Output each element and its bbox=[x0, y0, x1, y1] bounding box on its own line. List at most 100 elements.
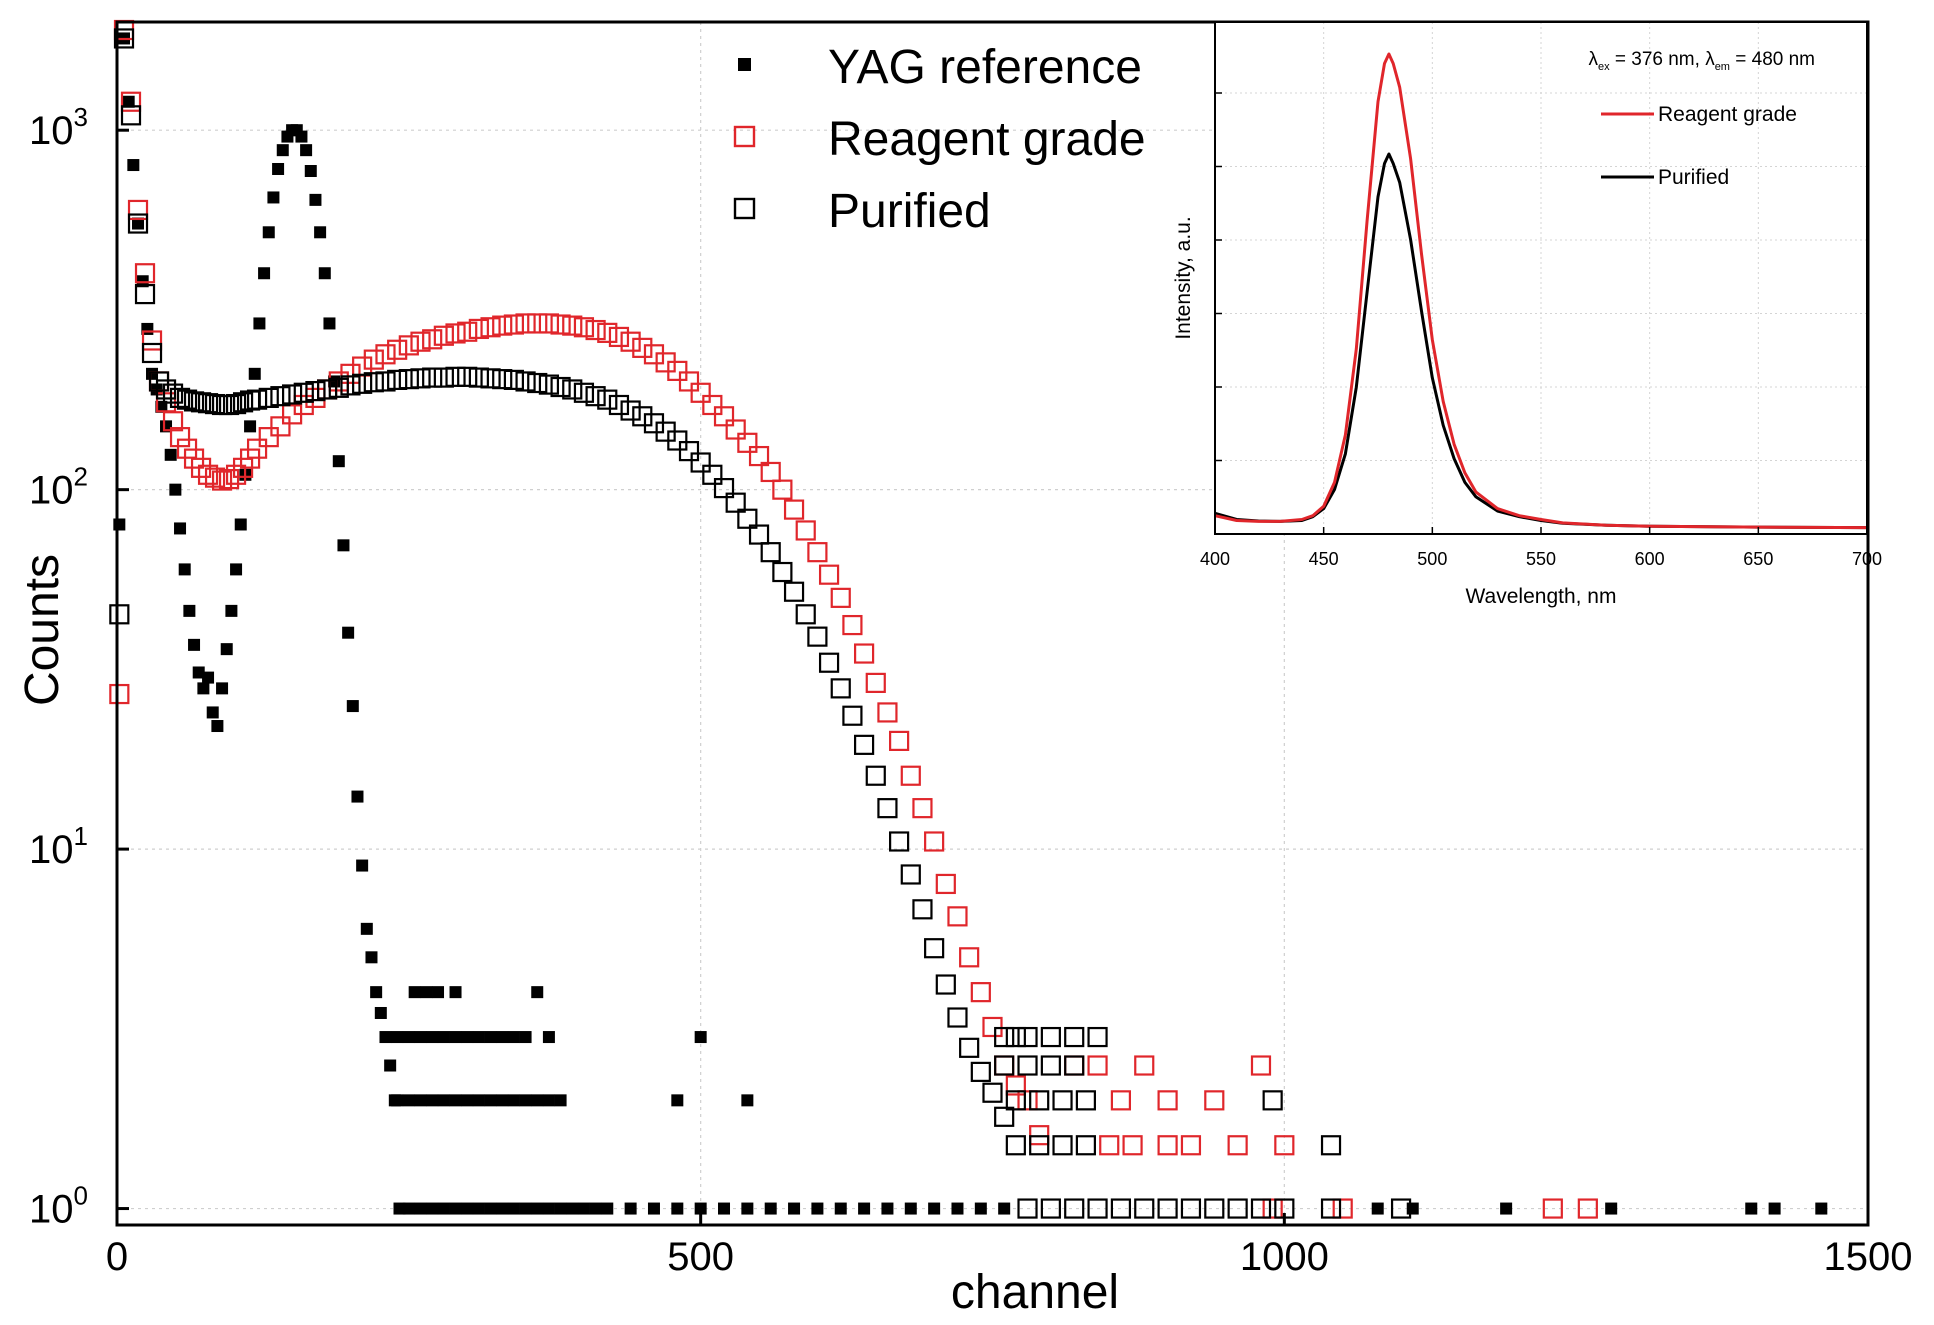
data-point bbox=[795, 604, 816, 625]
data-point bbox=[1040, 1055, 1061, 1076]
data-point bbox=[398, 369, 419, 390]
data-point bbox=[1017, 1090, 1038, 1111]
main-y-tick-label: 102 bbox=[29, 462, 88, 513]
data-point bbox=[998, 1202, 1011, 1215]
data-point bbox=[562, 379, 583, 400]
data-point bbox=[994, 1106, 1015, 1127]
data-point bbox=[538, 374, 560, 395]
data-point bbox=[492, 315, 513, 336]
data-point bbox=[889, 730, 910, 751]
data-point bbox=[974, 1202, 987, 1215]
data-point bbox=[1040, 1198, 1061, 1219]
annotation-text-ex: = 376 nm, bbox=[1610, 49, 1706, 70]
data-point bbox=[318, 267, 331, 280]
data-point bbox=[169, 427, 191, 448]
data-point bbox=[1052, 1090, 1073, 1111]
data-point bbox=[174, 522, 187, 535]
main-x-tick-label: 1000 bbox=[1240, 1235, 1329, 1279]
main-x-tick-label: 1500 bbox=[1824, 1235, 1913, 1279]
data-point bbox=[445, 366, 466, 387]
data-point bbox=[384, 1059, 397, 1072]
data-point bbox=[449, 1202, 462, 1215]
data-point bbox=[507, 1031, 520, 1044]
data-point bbox=[1332, 1198, 1353, 1219]
data-point bbox=[970, 1061, 991, 1082]
inset-y-ticks bbox=[1215, 92, 1222, 462]
data-point bbox=[519, 1031, 532, 1044]
data-point bbox=[947, 906, 968, 927]
data-point bbox=[393, 1202, 406, 1215]
data-point bbox=[1204, 1090, 1225, 1111]
data-point bbox=[830, 678, 851, 699]
data-point bbox=[527, 313, 548, 334]
data-point bbox=[449, 986, 462, 999]
data-point bbox=[982, 1082, 1003, 1103]
data-point bbox=[113, 28, 135, 49]
legend-label: Reagent grade bbox=[828, 113, 1146, 166]
data-point bbox=[713, 478, 735, 499]
data-point bbox=[597, 322, 618, 343]
data-point bbox=[601, 1202, 614, 1215]
data-point bbox=[1134, 1198, 1155, 1219]
data-point bbox=[1768, 1202, 1781, 1215]
main-plot-frame bbox=[115, 20, 1870, 1227]
data-point bbox=[218, 468, 240, 490]
data-point bbox=[1180, 1135, 1202, 1156]
data-point bbox=[162, 383, 184, 404]
data-point bbox=[402, 1094, 415, 1107]
data-point bbox=[678, 371, 700, 392]
inset-legend: Reagent grade Purified bbox=[1601, 103, 1797, 189]
data-point bbox=[1262, 1090, 1283, 1111]
annotation-lambda-ex: λ bbox=[1588, 49, 1598, 70]
data-point bbox=[414, 1094, 427, 1107]
data-point bbox=[624, 1202, 637, 1215]
data-point bbox=[134, 263, 156, 284]
data-point bbox=[554, 1202, 567, 1215]
data-point bbox=[994, 1055, 1015, 1076]
data-point bbox=[375, 371, 396, 392]
data-point bbox=[420, 986, 433, 999]
data-point bbox=[904, 1202, 917, 1215]
inset-x-axis-label: Wavelength, nm bbox=[1466, 585, 1617, 608]
data-point bbox=[542, 1031, 555, 1044]
data-point bbox=[426, 1094, 439, 1107]
data-point bbox=[472, 1094, 485, 1107]
data-point bbox=[262, 226, 275, 239]
legend-label: Purified bbox=[828, 185, 991, 238]
data-point bbox=[342, 626, 355, 639]
data-point bbox=[647, 1202, 660, 1215]
data-point bbox=[608, 326, 630, 348]
data-point bbox=[211, 720, 224, 733]
data-point bbox=[667, 360, 688, 381]
data-point bbox=[1262, 1198, 1283, 1219]
data-point bbox=[258, 427, 279, 448]
data-point bbox=[877, 798, 898, 819]
data-point bbox=[1029, 1090, 1050, 1111]
data-point bbox=[295, 130, 308, 143]
tick-exponent: 2 bbox=[74, 462, 88, 492]
tick-base: 10 bbox=[29, 828, 74, 872]
inset-x-tick-label: 500 bbox=[1417, 549, 1447, 569]
data-point bbox=[410, 331, 431, 352]
data-point bbox=[351, 790, 364, 803]
data-point bbox=[577, 1202, 590, 1215]
data-point bbox=[690, 452, 711, 473]
data-point bbox=[1110, 1090, 1132, 1111]
data-point bbox=[881, 1202, 894, 1215]
inset-annotation: λex = 376 nm, λem = 480 nm bbox=[1588, 49, 1815, 73]
data-point bbox=[426, 1202, 439, 1215]
data-point bbox=[550, 376, 571, 398]
data-point bbox=[865, 765, 886, 786]
data-point bbox=[507, 1094, 520, 1107]
data-point bbox=[585, 319, 606, 341]
data-point bbox=[671, 1202, 684, 1215]
data-point bbox=[246, 389, 268, 410]
data-point bbox=[573, 317, 595, 338]
data-point bbox=[134, 283, 156, 305]
data-point bbox=[267, 191, 280, 204]
data-point bbox=[924, 831, 945, 852]
data-point bbox=[1064, 1055, 1085, 1076]
main-data-points bbox=[109, 19, 1828, 1219]
series-reagent-grade bbox=[109, 19, 1598, 1219]
data-point bbox=[795, 520, 816, 541]
